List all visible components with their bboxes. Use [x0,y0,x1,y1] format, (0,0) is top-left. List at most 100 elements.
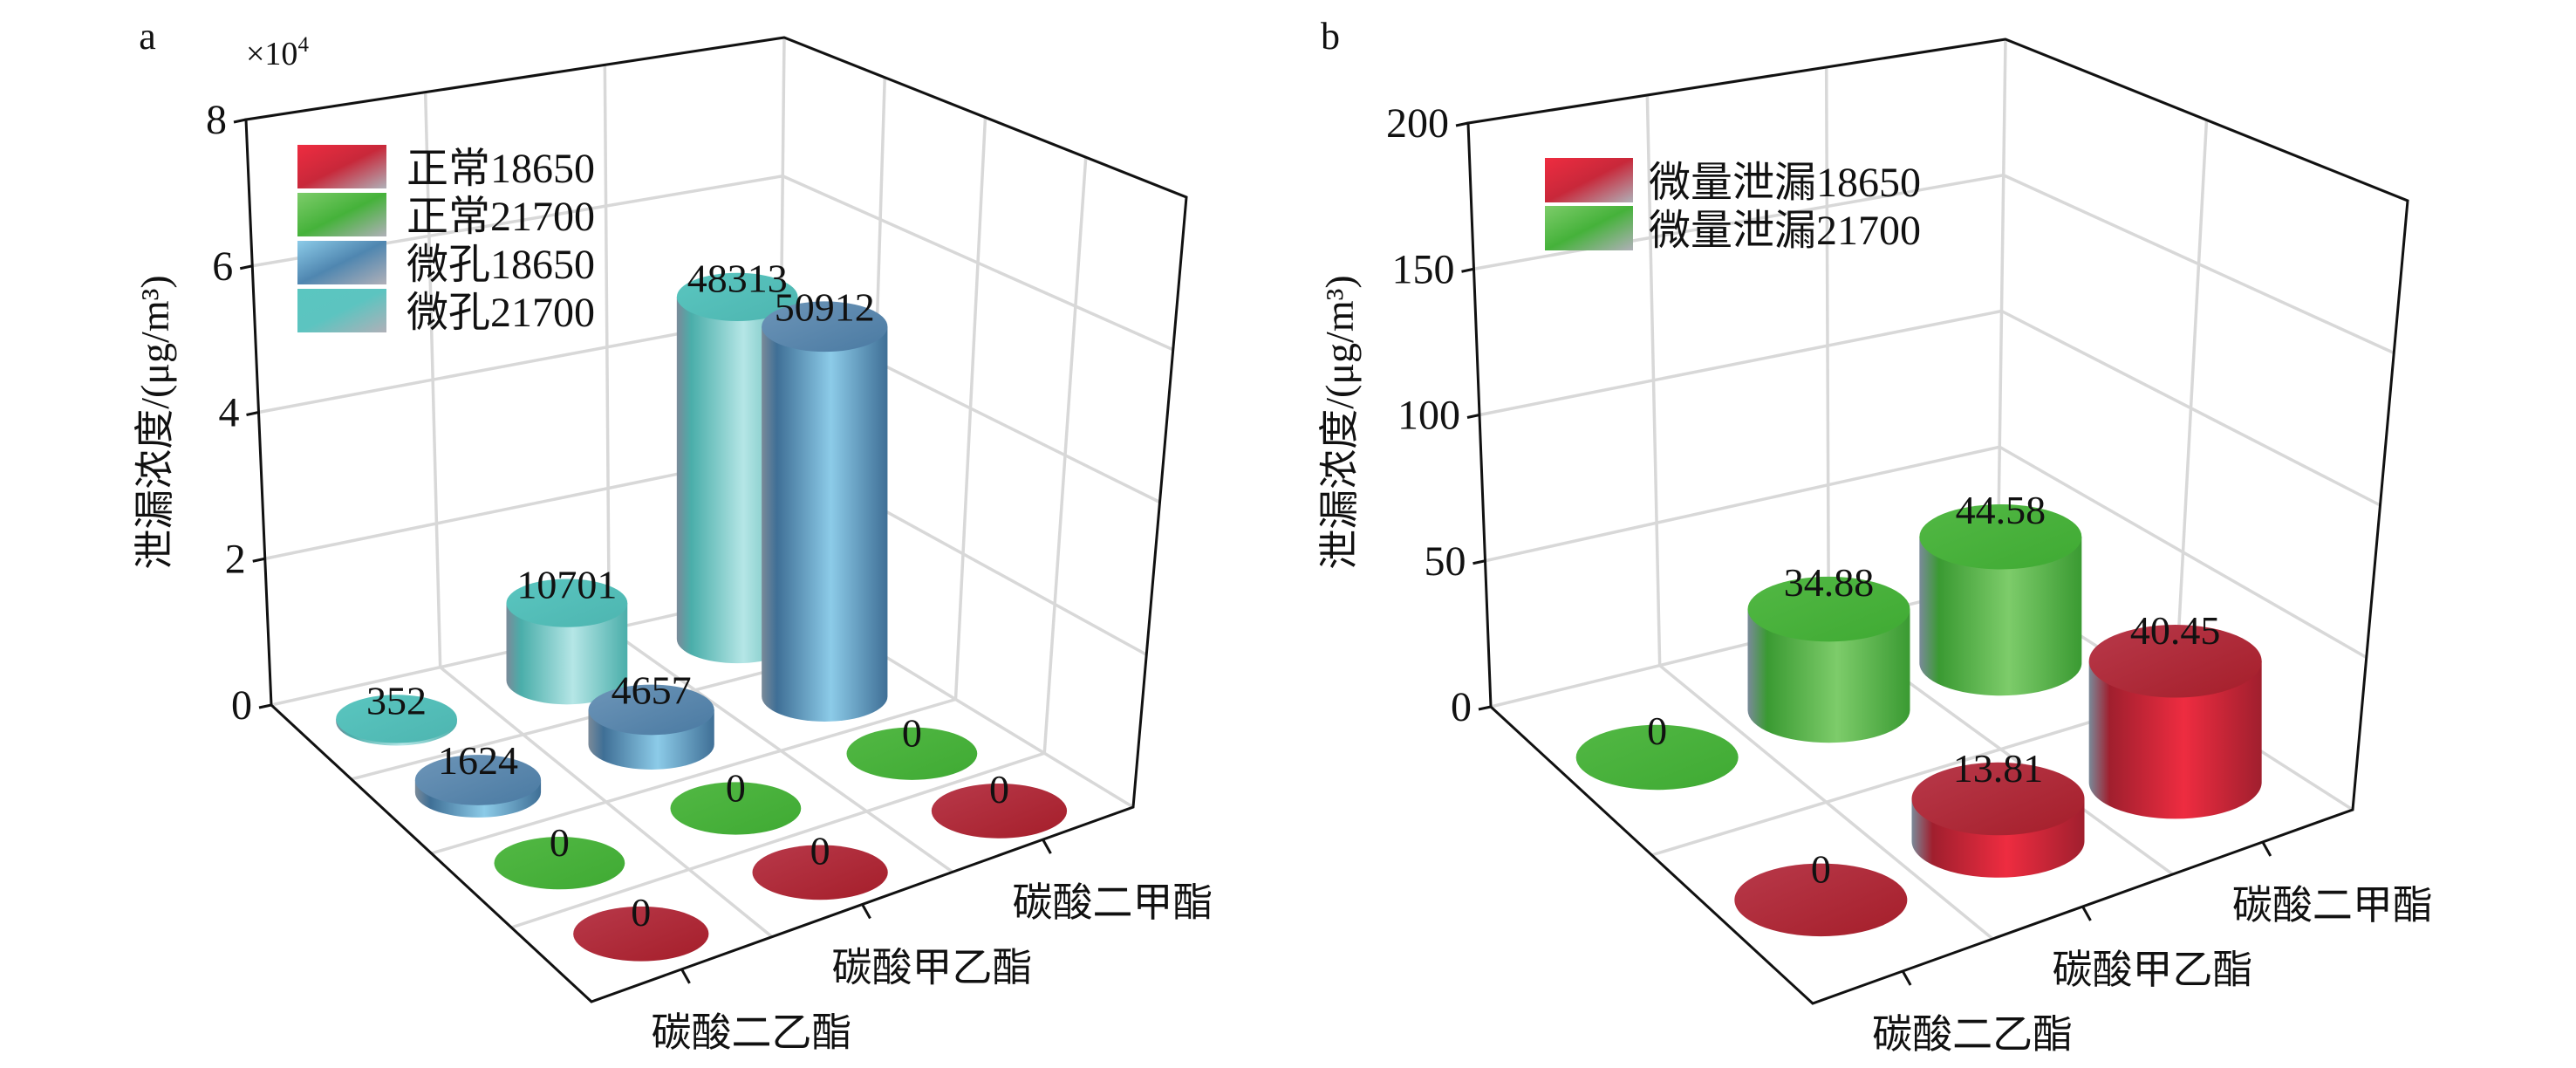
bar-cylinder: 4657 [588,668,714,770]
y-axis-title: 泄漏浓度/(μg/m³) [1317,275,1362,569]
gridline-left-wall-vertical [1824,66,1831,625]
bar-cylinder: 0 [670,765,802,835]
data-label: 0 [1647,709,1667,753]
legend-label: 正常21700 [407,194,595,240]
category-label: 碳酸二乙酯 [652,1010,852,1055]
gridline-left-wall-vertical [1645,94,1662,666]
multiplier-exponent: 4 [297,33,309,57]
gridline-left-wall [1485,445,2000,563]
y-tick-label: 8 [206,97,227,143]
data-label: 0 [1811,847,1831,892]
data-label: 0 [726,765,746,810]
gridline-floor [431,697,956,855]
category-label: 碳酸二甲酯 [2232,883,2433,928]
x-tick-mark [861,903,871,920]
data-label: 0 [810,828,830,873]
bar-cylinder: 10701 [506,563,628,705]
panel-label: a [139,15,156,58]
gridline-left-wall-vertical [603,65,612,630]
legend-swatch [1545,158,1633,202]
x-tick-mark [1901,970,1912,986]
data-label: 10701 [516,563,617,607]
y-tick-mark [1455,121,1469,127]
bar-top [846,727,978,780]
y-tick-mark [1472,559,1486,565]
bar-cylinder: 1624 [414,738,542,818]
y-tick-label: 4 [219,390,240,436]
legend-swatch [297,193,386,236]
data-label: 0 [902,711,922,756]
y-tick-mark [1466,414,1480,419]
bar-top [494,837,625,890]
data-label: 0 [989,767,1009,811]
bar-top [670,782,802,835]
x-tick-mark [1042,839,1052,854]
bar-top [1747,576,1910,642]
y-axis-title: 泄漏浓度/(μg/m³) [133,275,177,569]
y-tick-mark [246,411,259,416]
legend-label: 微孔21700 [407,290,595,336]
legend-label: 正常18650 [407,146,595,192]
bar-cylinder: 0 [752,828,888,900]
bar-top [414,755,542,805]
axis-frame [244,36,1188,1003]
data-label: 40.45 [2130,608,2221,653]
axis-multiplier: ×104 [246,33,309,72]
data-label: 4657 [612,668,692,713]
gridline-back-edge [1996,38,2007,584]
category-label: 碳酸二甲酯 [1013,880,1213,925]
gridline-left-wall [1473,174,2005,270]
bar-top [1911,762,2085,836]
legend-swatch [297,241,386,284]
bar-cylinder: 0 [573,890,709,962]
bar-top [2088,625,2262,698]
bar-cylinder: 50912 [762,284,888,722]
gridline-right-wall-vertical [953,117,987,700]
gridline-right-wall-vertical [1042,157,1088,754]
data-label: 0 [631,890,651,934]
bar-cylinder: 0 [1734,847,1908,937]
data-label: 352 [366,678,427,722]
bar-side [762,326,888,722]
y-tick-label: 0 [231,682,252,729]
y-tick-label: 2 [225,536,246,582]
y-tick-label: 6 [212,243,233,290]
x-tick-mark [680,969,691,984]
multiplier-base: ×10 [246,36,297,72]
legend-swatch [297,289,386,332]
bar-top [336,695,457,743]
bar-cylinder: 40.45 [2088,608,2262,819]
x-tick-mark [2081,906,2092,921]
bar-cylinder: 0 [1575,709,1739,791]
gridline-right-wall-vertical [2173,120,2209,697]
bar-cylinder: 352 [336,678,457,746]
axis-frame [1466,38,2409,1005]
bar-top [762,301,888,353]
legend-label: 微量泄漏18650 [1649,160,1921,206]
x-tick-mark [2261,841,2272,857]
data-label: 34.88 [1784,560,1875,605]
bar-cylinder: 34.88 [1747,560,1910,743]
y-tick-label: 100 [1397,393,1460,439]
y-tick-mark [252,557,266,563]
bar-side [2088,661,2262,819]
bar-side [1747,609,1910,743]
bar-top [1734,863,1908,937]
bar-top [676,272,798,321]
bar-cylinder: 0 [846,711,978,780]
floor-edge [1490,581,1999,709]
data-label: 0 [550,820,570,865]
bar-side [506,603,628,705]
gridline-left-wall [1479,309,2002,417]
y-tick-label: 150 [1392,246,1455,292]
data-label: 44.58 [1956,488,2046,532]
gridline-left-wall-vertical [423,92,442,668]
y-tick-mark [258,703,272,709]
y-tick-label: 50 [1425,538,1466,585]
bar-top [752,845,888,900]
bar-top [506,578,628,627]
y-tick-label: 200 [1386,100,1449,147]
bar-side [1919,537,2082,696]
gridline-floor [1650,695,2176,857]
bar-top [1575,724,1739,791]
